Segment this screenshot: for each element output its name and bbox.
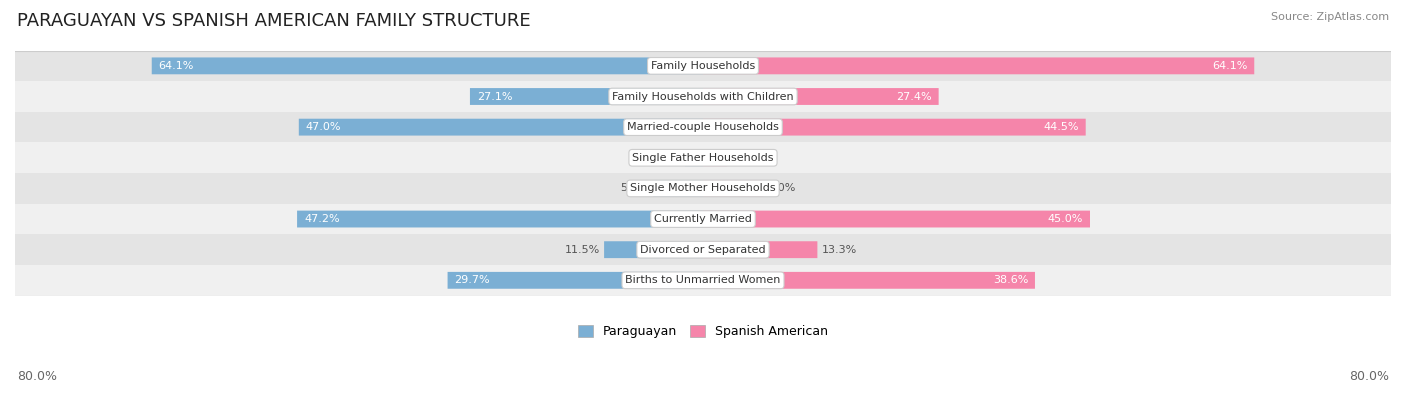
FancyBboxPatch shape bbox=[654, 180, 703, 197]
Text: Family Households: Family Households bbox=[651, 61, 755, 71]
Bar bbox=[7, 51, 1399, 81]
FancyBboxPatch shape bbox=[447, 272, 703, 289]
Text: 7.0%: 7.0% bbox=[768, 183, 796, 194]
Text: 5.8%: 5.8% bbox=[620, 183, 648, 194]
Bar bbox=[7, 81, 1399, 112]
Bar bbox=[7, 143, 1399, 173]
FancyBboxPatch shape bbox=[703, 272, 1035, 289]
FancyBboxPatch shape bbox=[470, 88, 703, 105]
Text: 13.3%: 13.3% bbox=[821, 245, 856, 255]
FancyBboxPatch shape bbox=[297, 211, 703, 228]
Text: 47.0%: 47.0% bbox=[305, 122, 342, 132]
FancyBboxPatch shape bbox=[605, 241, 703, 258]
Bar bbox=[7, 112, 1399, 143]
FancyBboxPatch shape bbox=[299, 119, 703, 135]
Text: 38.6%: 38.6% bbox=[993, 275, 1028, 285]
Text: 27.4%: 27.4% bbox=[896, 92, 932, 102]
Text: 29.7%: 29.7% bbox=[454, 275, 491, 285]
Text: 47.2%: 47.2% bbox=[304, 214, 340, 224]
Legend: Paraguayan, Spanish American: Paraguayan, Spanish American bbox=[574, 320, 832, 343]
Text: Family Households with Children: Family Households with Children bbox=[612, 92, 794, 102]
FancyBboxPatch shape bbox=[703, 241, 817, 258]
Text: 80.0%: 80.0% bbox=[17, 370, 56, 383]
Text: 44.5%: 44.5% bbox=[1043, 122, 1078, 132]
Text: 2.8%: 2.8% bbox=[731, 153, 759, 163]
FancyBboxPatch shape bbox=[703, 119, 1085, 135]
Text: 11.5%: 11.5% bbox=[565, 245, 600, 255]
Bar bbox=[7, 204, 1399, 234]
FancyBboxPatch shape bbox=[703, 180, 763, 197]
Bar bbox=[7, 265, 1399, 295]
Text: 2.1%: 2.1% bbox=[652, 153, 681, 163]
Bar bbox=[7, 173, 1399, 204]
Text: 64.1%: 64.1% bbox=[1212, 61, 1247, 71]
Text: Source: ZipAtlas.com: Source: ZipAtlas.com bbox=[1271, 12, 1389, 22]
FancyBboxPatch shape bbox=[152, 57, 703, 74]
FancyBboxPatch shape bbox=[685, 149, 703, 166]
FancyBboxPatch shape bbox=[703, 149, 727, 166]
Text: 80.0%: 80.0% bbox=[1350, 370, 1389, 383]
Bar bbox=[7, 234, 1399, 265]
Text: 64.1%: 64.1% bbox=[159, 61, 194, 71]
Text: Single Father Households: Single Father Households bbox=[633, 153, 773, 163]
Text: Divorced or Separated: Divorced or Separated bbox=[640, 245, 766, 255]
Text: 45.0%: 45.0% bbox=[1047, 214, 1083, 224]
Text: Single Mother Households: Single Mother Households bbox=[630, 183, 776, 194]
FancyBboxPatch shape bbox=[703, 211, 1090, 228]
Text: Currently Married: Currently Married bbox=[654, 214, 752, 224]
Text: Married-couple Households: Married-couple Households bbox=[627, 122, 779, 132]
Text: PARAGUAYAN VS SPANISH AMERICAN FAMILY STRUCTURE: PARAGUAYAN VS SPANISH AMERICAN FAMILY ST… bbox=[17, 12, 530, 30]
FancyBboxPatch shape bbox=[703, 88, 939, 105]
FancyBboxPatch shape bbox=[703, 57, 1254, 74]
Text: Births to Unmarried Women: Births to Unmarried Women bbox=[626, 275, 780, 285]
Text: 27.1%: 27.1% bbox=[477, 92, 512, 102]
